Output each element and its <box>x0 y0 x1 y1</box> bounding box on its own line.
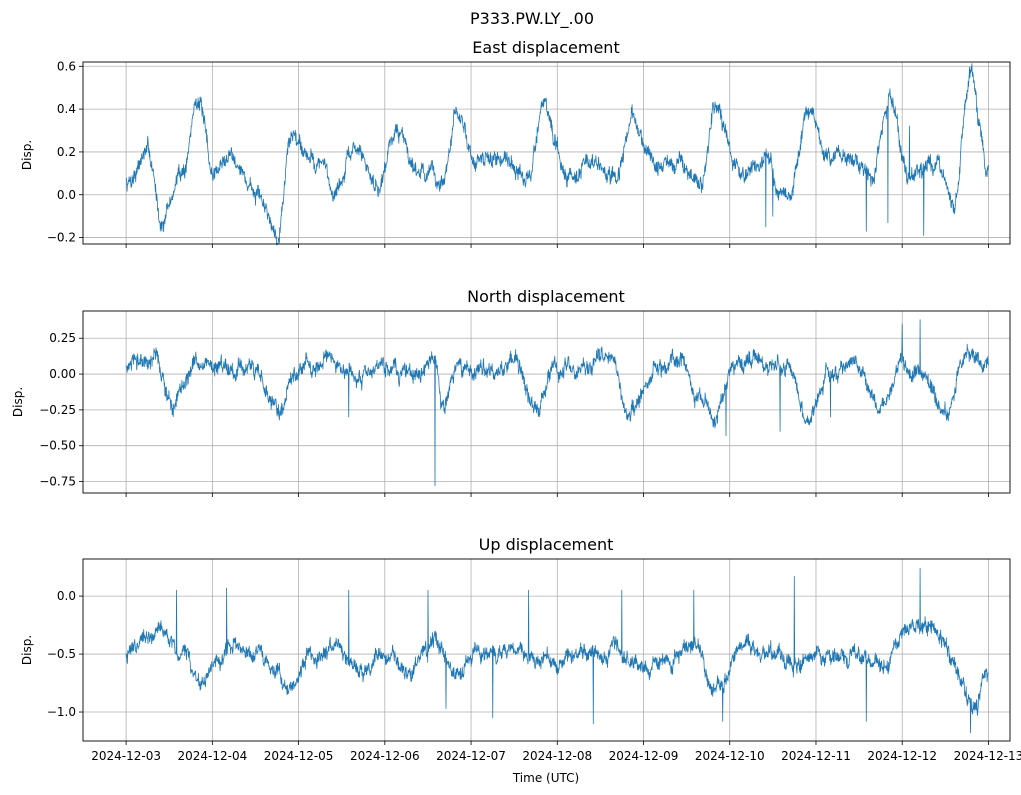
x-tick-label: 2024-12-05 <box>264 749 334 763</box>
x-tick-label: 2024-12-06 <box>350 749 420 763</box>
grid <box>83 62 1010 244</box>
y-tick-label: −0.2 <box>47 231 76 245</box>
y-tick-label: 0.2 <box>57 145 76 159</box>
x-tick-label: 2024-12-07 <box>436 749 506 763</box>
series <box>125 567 989 734</box>
panel-title: North displacement <box>467 287 625 306</box>
x-tick-label: 2024-12-04 <box>177 749 247 763</box>
y-ticks: −0.2 0.0 0.2 0.4 0.6 <box>47 59 83 245</box>
y-axis-label: Disp. <box>20 140 34 170</box>
x-axis-label: Time (UTC) <box>512 771 579 785</box>
y-tick-label: 0.0 <box>57 188 76 202</box>
plot-frame <box>82 558 1011 742</box>
series <box>125 63 989 246</box>
y-tick-label: 0.0 <box>57 589 76 603</box>
y-tick-label: 0.00 <box>49 367 76 381</box>
y-tick-label: 0.6 <box>57 59 76 73</box>
east-displacement-panel: East displacement Disp. −0.2 0.0 0.2 0.4 0.6 <box>20 38 1011 248</box>
panel-title: Up displacement <box>479 535 614 554</box>
plot-frame <box>82 310 1011 494</box>
series-line <box>125 63 989 246</box>
y-axis-label: Disp. <box>11 387 25 417</box>
y-tick-label: −0.5 <box>47 647 76 661</box>
x-tick-label: 2024-12-10 <box>695 749 765 763</box>
x-tick-label: 2024-12-09 <box>609 749 679 763</box>
plot-frame <box>82 61 1011 245</box>
x-tick-label: 2024-12-13 <box>954 749 1021 763</box>
y-tick-label: −1.0 <box>47 705 76 719</box>
series-line <box>125 319 989 487</box>
y-tick-label: 0.4 <box>57 102 76 116</box>
up-displacement-panel: Up displacement Disp. −1.0 −0.5 0.0 2024-1… <box>20 535 1021 763</box>
x-tick-label: 2024-12-11 <box>781 749 851 763</box>
x-tick-label: 2024-12-12 <box>867 749 937 763</box>
y-tick-label: −0.50 <box>39 439 76 453</box>
x-ticks <box>125 493 989 497</box>
x-ticks: 2024-12-03 2024-12-04 2024-12-05 2024-12-06… <box>91 741 1021 763</box>
x-ticks <box>125 244 989 248</box>
y-tick-label: −0.25 <box>39 403 76 417</box>
x-tick-label: 2024-12-03 <box>91 749 161 763</box>
panel-title: East displacement <box>472 38 619 57</box>
y-ticks: −0.75 −0.50 −0.25 0.00 0.25 <box>39 331 83 489</box>
y-tick-label: 0.25 <box>49 331 76 345</box>
series-line <box>125 567 989 734</box>
y-tick-label: −0.75 <box>39 475 76 489</box>
series <box>125 319 989 487</box>
north-displacement-panel: North displacement Disp. −0.75 −0.50 −0.25… <box>11 287 1011 497</box>
figure-title: P333.PW.LY_.00 <box>470 9 594 29</box>
y-axis-label: Disp. <box>20 635 34 665</box>
grid <box>83 311 1010 493</box>
y-ticks: −1.0 −0.5 0.0 <box>47 589 83 719</box>
x-tick-label: 2024-12-08 <box>522 749 592 763</box>
